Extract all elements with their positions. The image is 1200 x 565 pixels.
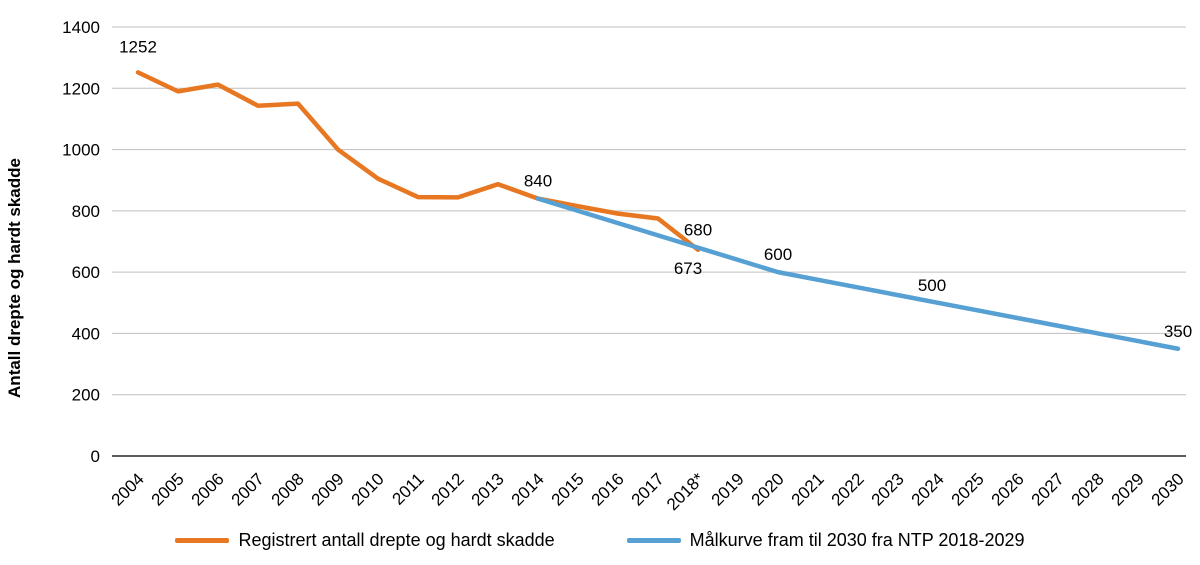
- x-tick-label: 2012: [428, 469, 468, 509]
- series-line-1: [535, 196, 1181, 351]
- y-tick-label: 800: [72, 202, 100, 221]
- x-tick-label: 2029: [1108, 469, 1148, 509]
- y-tick-label: 600: [72, 263, 100, 282]
- data-label: 840: [524, 172, 552, 191]
- x-tick-label: 2017: [628, 469, 668, 509]
- x-tick-label: 2027: [1028, 469, 1068, 509]
- data-label: 600: [764, 245, 792, 264]
- y-tick-label: 1000: [62, 141, 100, 160]
- x-tick-label: 2007: [228, 469, 268, 509]
- x-tick-label: 2025: [948, 469, 988, 509]
- y-tick-label: 1400: [62, 18, 100, 37]
- legend-item-malkurve: Målkurve fram til 2030 fra NTP 2018-2029: [626, 530, 1025, 551]
- x-tick-label: 2023: [868, 469, 908, 509]
- x-tick-label: 2016: [588, 469, 628, 509]
- x-tick-label: 2021: [788, 469, 828, 509]
- legend-item-registrert: Registrert antall drepte og hardt skadde: [175, 530, 555, 551]
- legend-line-blue-icon: [626, 538, 681, 543]
- y-tick-label: 400: [72, 324, 100, 343]
- x-tick-label: 2024: [908, 469, 948, 509]
- x-tick-label: 2020: [748, 469, 788, 509]
- x-tick-label: 2009: [308, 469, 348, 509]
- y-tick-label: 0: [91, 447, 100, 466]
- x-tick-label: 2030: [1148, 469, 1188, 509]
- x-tick-label: 2006: [188, 469, 228, 509]
- series-line-0: [135, 70, 701, 253]
- legend-label-registrert: Registrert antall drepte og hardt skadde: [238, 530, 555, 550]
- x-tick-label: 2005: [148, 469, 188, 509]
- x-tick-label: 2022: [828, 469, 868, 509]
- y-tick-label: 1200: [62, 79, 100, 98]
- data-label: 500: [918, 276, 946, 295]
- x-tick-label: 2018*: [663, 469, 708, 514]
- data-label: 1252: [119, 37, 157, 56]
- x-tick-label: 2026: [988, 469, 1028, 509]
- x-tick-label: 2010: [348, 469, 388, 509]
- x-tick-label: 2014: [508, 469, 548, 509]
- x-tick-label: 2013: [468, 469, 508, 509]
- data-label: 350: [1164, 322, 1192, 341]
- data-label: 680: [684, 221, 712, 240]
- x-tick-label: 2011: [389, 469, 428, 508]
- legend: Registrert antall drepte og hardt skadde…: [0, 530, 1200, 551]
- legend-label-malkurve: Målkurve fram til 2030 fra NTP 2018-2029: [689, 530, 1025, 550]
- x-tick-label: 2028: [1068, 469, 1108, 509]
- x-tick-label: 2015: [548, 469, 588, 509]
- y-tick-label: 200: [72, 386, 100, 405]
- x-tick-label: 2019: [708, 469, 748, 509]
- legend-line-orange-icon: [175, 538, 230, 543]
- x-tick-label: 2008: [268, 469, 308, 509]
- x-tick-label: 2004: [108, 469, 148, 509]
- data-label: 673: [674, 259, 702, 278]
